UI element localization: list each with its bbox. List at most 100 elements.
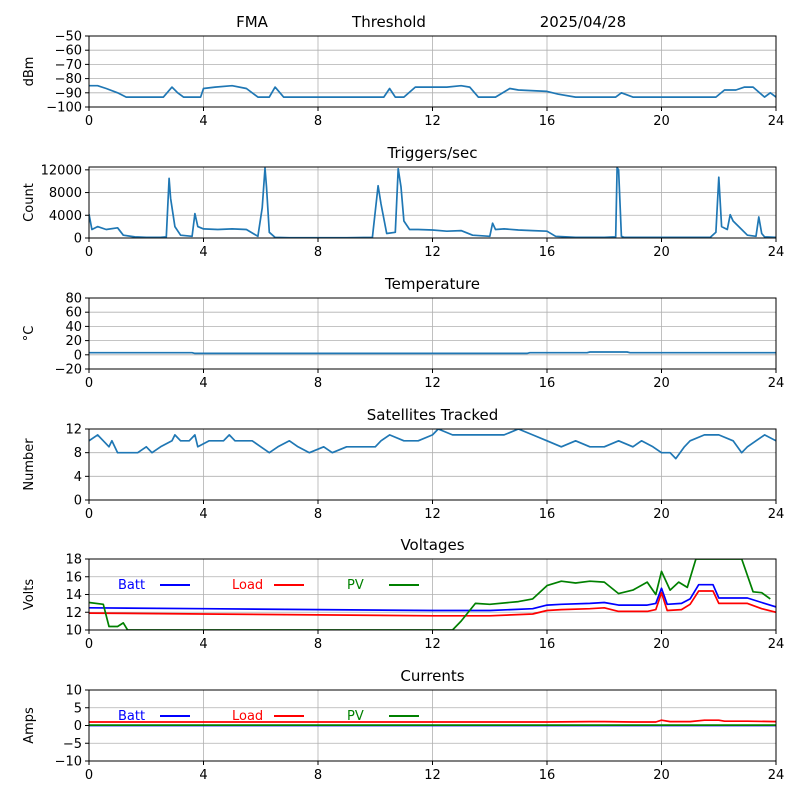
series-group <box>89 429 776 460</box>
y-axis-label: Volts <box>22 579 37 611</box>
panel-title: Currents <box>400 667 464 685</box>
y-axis-label: Amps <box>22 707 37 744</box>
y-tick-label: 12000 <box>41 163 82 178</box>
legend-label-load: Load <box>232 709 263 724</box>
y-tick-label: −10 <box>55 755 82 770</box>
x-tick-label: 16 <box>539 376 556 391</box>
y-tick-label: −5 <box>63 737 82 752</box>
x-tick-label: 8 <box>314 768 322 783</box>
header-date-label: 2025/04/28 <box>540 13 626 31</box>
y-tick-label: 80 <box>65 292 82 307</box>
currents-panel: 0 4 8 12 16 20 24 −10 −5 0 5 10 Currents Amps Batt Load… <box>22 667 784 783</box>
x-tick-label: 4 <box>199 114 207 129</box>
y-tick-label: −70 <box>55 58 82 73</box>
pv-series-line <box>89 559 771 630</box>
x-tick-label: 16 <box>539 245 556 260</box>
y-tick-label: 10 <box>65 624 82 639</box>
x-tick-label: 8 <box>314 245 322 260</box>
x-tick-label: 24 <box>768 768 785 783</box>
y-tick-label: 8000 <box>49 186 82 201</box>
x-tick-label: 12 <box>424 245 441 260</box>
legend-label-pv: PV <box>347 709 364 724</box>
x-tick-label: 4 <box>199 637 207 652</box>
x-tick-label: 8 <box>314 376 322 391</box>
x-tick-label: 24 <box>768 376 785 391</box>
legend: Batt Load PV <box>118 709 419 724</box>
x-tick-label: 24 <box>768 637 785 652</box>
x-tick-label: 12 <box>424 768 441 783</box>
y-tick-label: 0 <box>74 232 82 247</box>
x-tick-label: 4 <box>199 245 207 260</box>
x-tick-label: 16 <box>539 768 556 783</box>
y-tick-label: 12 <box>65 606 82 621</box>
series-line <box>89 84 776 98</box>
x-tick-label: 12 <box>424 114 441 129</box>
load-series-line <box>89 719 776 723</box>
y-tick-label: −20 <box>55 363 82 378</box>
x-tick-label: 12 <box>424 376 441 391</box>
x-tick-label: 8 <box>314 507 322 522</box>
x-tick-label: 16 <box>539 637 556 652</box>
y-tick-label: −60 <box>55 44 82 59</box>
x-tick-label: 16 <box>539 507 556 522</box>
x-tick-label: 8 <box>314 114 322 129</box>
x-tick-label: 8 <box>314 637 322 652</box>
y-tick-label: 60 <box>65 306 82 321</box>
y-tick-label: 40 <box>65 320 82 335</box>
y-tick-label: −100 <box>46 101 82 116</box>
y-tick-label: 12 <box>65 423 82 438</box>
y-axis-label: °C <box>22 326 37 342</box>
x-tick-label: 0 <box>85 768 93 783</box>
x-tick-label: 12 <box>424 507 441 522</box>
y-axis-label: dBm <box>22 57 37 87</box>
satellites-panel: 0 4 8 12 16 20 24 0 4 8 12 Satellites Tracked Number <box>22 406 784 522</box>
series-line <box>89 429 776 460</box>
y-tick-label: 4000 <box>49 209 82 224</box>
voltages-panel: 0 4 8 12 16 20 24 10 12 14 16 18 Voltages Volts Batt Lo… <box>22 536 784 652</box>
series-group <box>89 559 776 630</box>
x-tick-label: 20 <box>653 768 670 783</box>
x-tick-label: 20 <box>653 114 670 129</box>
y-tick-label: 18 <box>65 553 82 568</box>
legend-label-load: Load <box>232 578 263 593</box>
series-group <box>89 351 776 355</box>
panel-title: Triggers/sec <box>387 144 478 162</box>
load-series-line <box>89 590 776 617</box>
x-tick-label: 24 <box>768 507 785 522</box>
series-line <box>89 167 776 238</box>
legend-label-batt: Batt <box>118 578 145 593</box>
legend-label-batt: Batt <box>118 709 145 724</box>
y-tick-label: −80 <box>55 72 82 87</box>
x-tick-label: 20 <box>653 507 670 522</box>
x-tick-label: 4 <box>199 768 207 783</box>
x-tick-label: 4 <box>199 507 207 522</box>
y-tick-label: 0 <box>74 348 82 363</box>
x-tick-label: 4 <box>199 376 207 391</box>
series-group <box>89 84 776 98</box>
series-group <box>89 167 776 238</box>
header-mode-label: Threshold <box>351 13 426 31</box>
y-tick-label: 0 <box>74 719 82 734</box>
signal-strength-panel: 0 4 8 12 16 20 24 −100−90−80−70−60−50 dBm <box>22 30 784 130</box>
y-tick-label: 8 <box>74 446 82 461</box>
x-tick-label: 16 <box>539 114 556 129</box>
x-tick-label: 12 <box>424 637 441 652</box>
panel-title: Voltages <box>400 536 464 554</box>
x-tick-label: 0 <box>85 637 93 652</box>
y-tick-label: 5 <box>74 701 82 716</box>
panel-title: Satellites Tracked <box>367 406 498 424</box>
series-line <box>89 351 776 355</box>
panel-title: Temperature <box>384 275 480 293</box>
x-tick-label: 20 <box>653 637 670 652</box>
y-tick-label: 20 <box>65 334 82 349</box>
y-axis-label: Count <box>22 183 37 222</box>
y-tick-label: −90 <box>55 86 82 101</box>
y-tick-label: 10 <box>65 684 82 699</box>
y-tick-label: 14 <box>65 588 82 603</box>
x-tick-label: 24 <box>768 114 785 129</box>
y-tick-label: 16 <box>65 570 82 585</box>
series-group <box>89 719 776 727</box>
